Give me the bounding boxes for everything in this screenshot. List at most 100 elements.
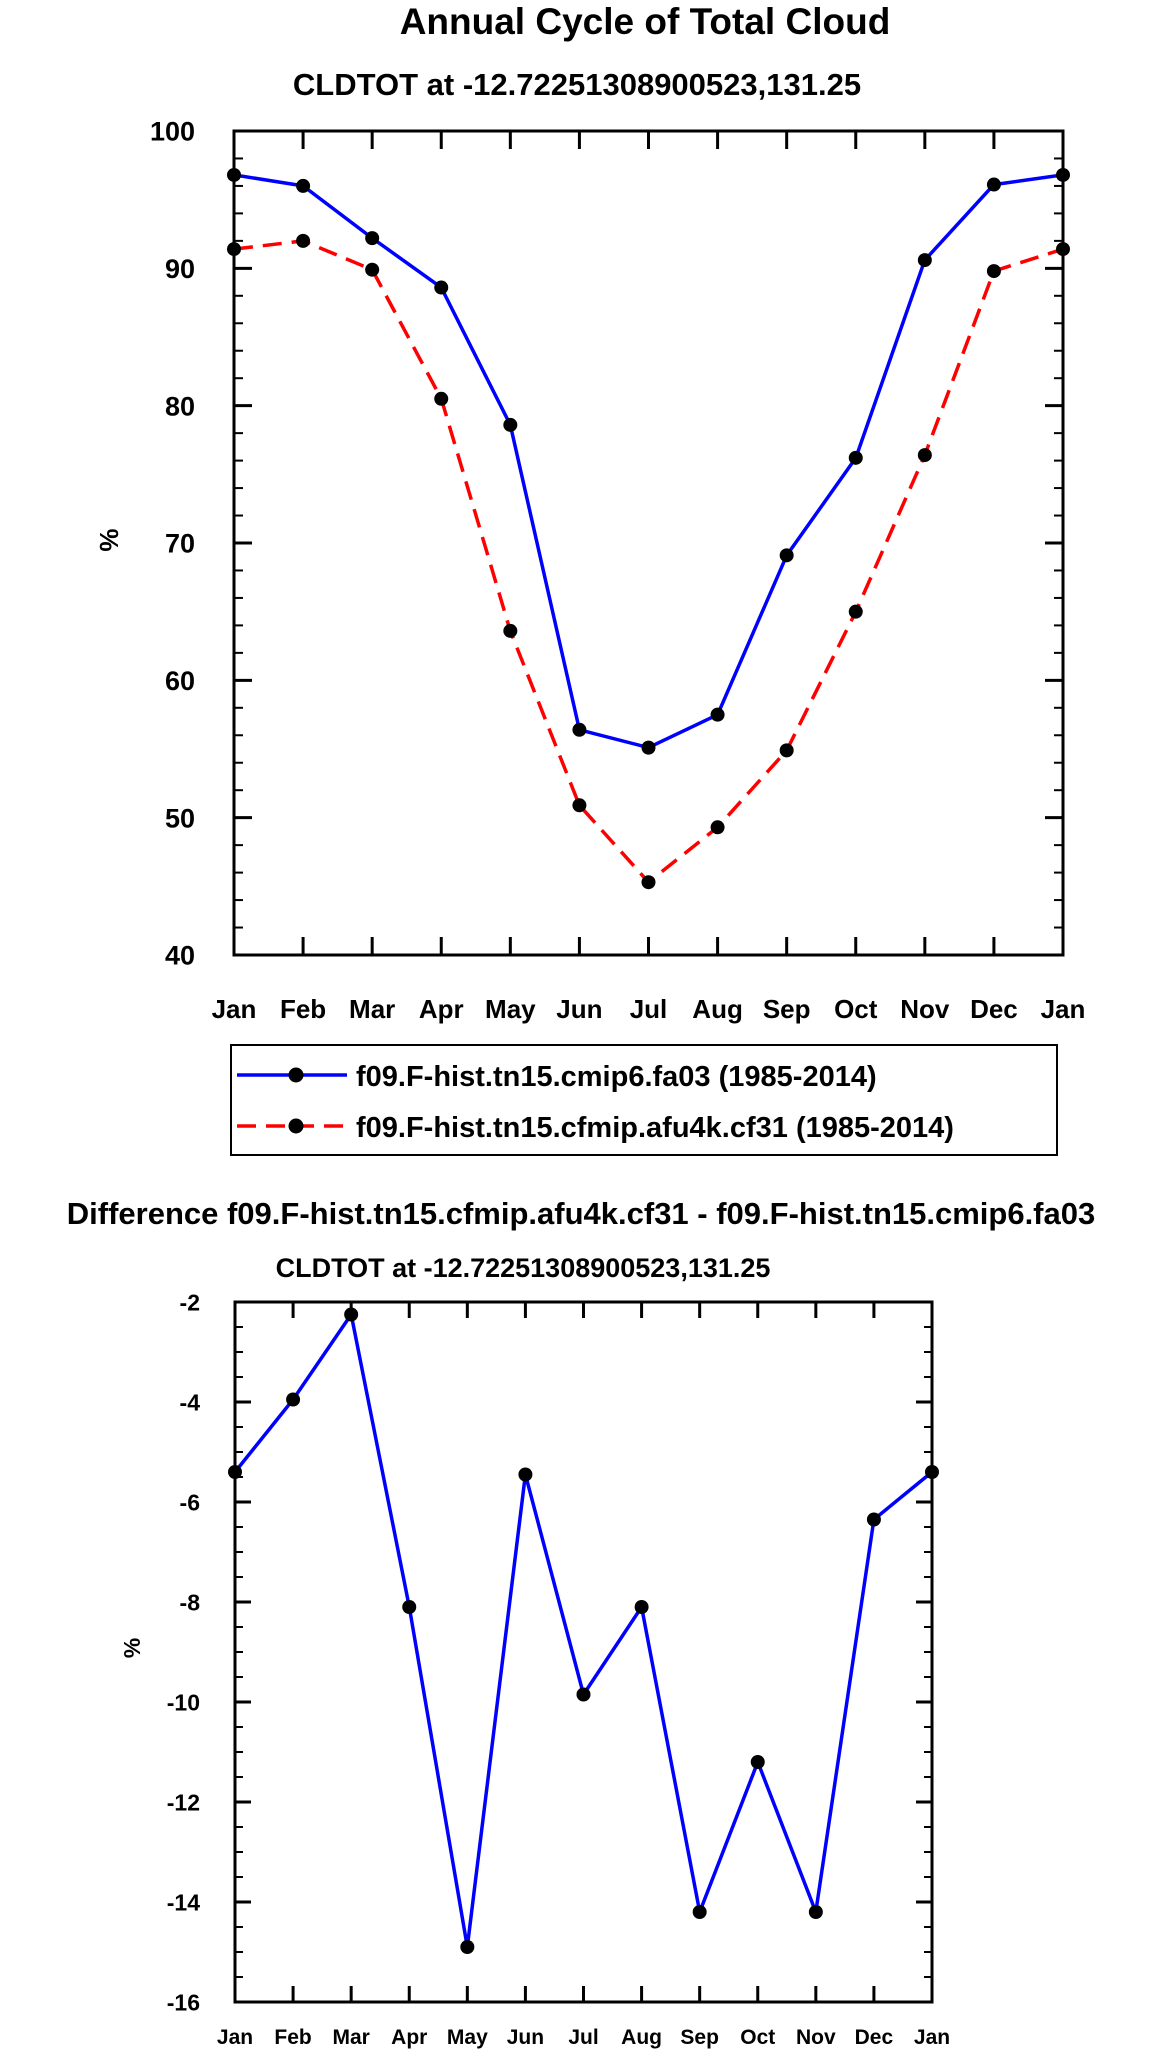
series-1-point: [641, 740, 656, 755]
series-1-point: [634, 1600, 649, 1614]
y-tick-label: 60: [165, 666, 195, 696]
x-tick-label: Jan: [212, 994, 257, 1024]
series-1-point: [503, 417, 518, 432]
y-tick-label: 90: [165, 254, 195, 284]
y-tick-label: -10: [167, 1689, 200, 1715]
chart2-series: [228, 1307, 939, 1954]
legend-box: [230, 1044, 1058, 1156]
series-1-point: [866, 1512, 881, 1527]
x-tick-label: Jul: [630, 994, 668, 1024]
series-1-point: [518, 1467, 533, 1482]
series-1-point: [460, 1940, 475, 1954]
x-tick-label: Jan: [914, 2026, 950, 2049]
series-2-point: [641, 875, 656, 890]
series-1-point: [344, 1307, 359, 1322]
chart1-ytick-labels: 40 50 60 70 80 90 100: [150, 117, 195, 971]
series-2-point: [572, 798, 587, 813]
x-tick-label: Nov: [900, 994, 950, 1024]
x-tick-label: Mar: [349, 994, 395, 1024]
x-tick-label: Apr: [419, 994, 464, 1024]
chart-annual-cycle: Annual Cycle of Total Cloud CLDTOT at -1…: [94, 1, 1085, 1024]
series-1-point: [692, 1905, 707, 1919]
series-1-point: [286, 1392, 301, 1407]
series-2-point: [779, 743, 794, 758]
series-1-point: [572, 722, 587, 737]
chart-difference: Difference f09.F-hist.tn15.cfmip.afu4k.c…: [67, 1196, 1095, 2049]
x-tick-label: Oct: [834, 994, 878, 1024]
x-tick-label: Jan: [1041, 994, 1086, 1024]
series-1-point: [365, 231, 380, 246]
series-1-point: [750, 1755, 765, 1769]
chart2-subtitle: CLDTOT at -12.72251308900523,131.25: [276, 1253, 771, 1283]
legend-label-series-1: f09.F-hist.tn15.cmip6.fa03 (1985-2014): [356, 1061, 877, 1093]
chart2-title: Difference f09.F-hist.tn15.cfmip.afu4k.c…: [67, 1196, 1095, 1231]
chart1-title: Annual Cycle of Total Cloud: [400, 1, 891, 42]
y-tick-label: -16: [167, 1989, 200, 2015]
chart1-ylabel: %: [94, 528, 124, 551]
y-tick-label: -4: [180, 1389, 201, 1415]
series-1-point: [779, 548, 794, 563]
series-1-point: [434, 280, 449, 295]
x-tick-label: Feb: [280, 994, 326, 1024]
chart1-subtitle: CLDTOT at -12.72251308900523,131.25: [293, 67, 861, 102]
series-1-point: [710, 707, 725, 722]
chart2-ticks: [233, 1300, 934, 2004]
x-tick-label: Jan: [217, 2026, 253, 2049]
x-tick-label: Feb: [274, 2026, 311, 2049]
x-tick-label: Dec: [970, 994, 1018, 1024]
chart1-series: [227, 167, 1070, 890]
x-tick-label: Apr: [391, 2026, 427, 2049]
series-line-1: [233, 1312, 934, 1949]
series-2-point: [710, 820, 725, 835]
series-1-point: [848, 450, 863, 465]
legend-marker-series-2: [288, 1118, 304, 1134]
chart1-plot-frame: [232, 129, 1065, 957]
series-line-1: [233, 173, 1064, 750]
series-2-point: [917, 448, 932, 463]
y-tick-label: 40: [165, 941, 195, 971]
chart2-xtick-labels: Jan Feb Mar Apr May Jun Jul Aug Sep Oct Nov Dec Jan: [217, 2026, 950, 2049]
series-2-point: [365, 262, 380, 277]
x-tick-label: Aug: [621, 2026, 662, 2049]
y-tick-label: 70: [165, 529, 195, 559]
y-tick-label: -6: [180, 1489, 200, 1515]
x-tick-label: May: [485, 994, 536, 1024]
chart1-xtick-labels: Jan Feb Mar Apr May Jun Jul Aug Sep Oct Nov Dec Jan: [212, 994, 1086, 1024]
x-tick-label: Sep: [680, 2026, 719, 2049]
y-tick-label: -2: [180, 1289, 200, 1315]
series-1-point: [917, 253, 932, 268]
x-tick-label: Nov: [796, 2026, 836, 2049]
series-2-point: [986, 264, 1001, 279]
x-tick-label: Jul: [568, 2026, 598, 2049]
y-tick-label: -12: [167, 1789, 200, 1815]
series-1-point: [296, 178, 311, 193]
series-line-2: [233, 239, 1064, 884]
y-tick-label: 50: [165, 803, 195, 833]
legend-marker-series-1: [288, 1067, 304, 1083]
y-tick-label: -8: [180, 1589, 201, 1615]
legend-label-series-2: f09.F-hist.tn15.cfmip.afu4k.cf31 (1985-2…: [356, 1112, 954, 1144]
x-tick-label: May: [447, 2026, 488, 2049]
series-2-point: [848, 604, 863, 619]
x-tick-label: Oct: [740, 2026, 775, 2049]
series-1-point: [986, 177, 1001, 192]
chart2-ytick-labels: -16 -14 -12 -10 -8 -6 -4 -2: [167, 1289, 200, 2015]
series-1-point: [576, 1687, 591, 1702]
x-tick-label: Dec: [855, 2026, 894, 2049]
x-tick-label: Jun: [507, 2026, 544, 2049]
chart2-ylabel: %: [119, 1638, 145, 1658]
series-1-point: [808, 1905, 823, 1919]
chart2-plot-frame: [233, 1300, 934, 2004]
series-2-point: [296, 233, 311, 248]
x-tick-label: Aug: [692, 994, 743, 1024]
series-1-point: [402, 1600, 417, 1614]
x-tick-label: Sep: [763, 994, 811, 1024]
y-tick-label: 100: [150, 117, 195, 147]
series-2-point: [434, 391, 449, 406]
series-2-point: [503, 623, 518, 638]
y-tick-label: 80: [165, 391, 195, 421]
x-tick-label: Jun: [556, 994, 602, 1024]
x-tick-label: Mar: [332, 2026, 369, 2049]
